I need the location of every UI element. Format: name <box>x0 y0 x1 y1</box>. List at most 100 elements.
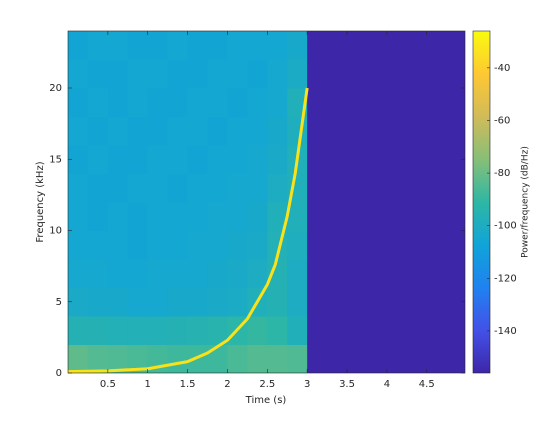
heatmap-cell <box>247 202 268 231</box>
heatmap-cell <box>68 230 89 260</box>
colorbar-tick-label: -140 <box>494 326 517 337</box>
heatmap-cell <box>327 116 348 146</box>
heatmap-cell <box>167 344 189 373</box>
heatmap-cell <box>68 145 89 174</box>
heatmap-cell <box>267 202 288 231</box>
heatmap-cell <box>227 173 248 203</box>
heatmap-cell <box>366 173 388 203</box>
x-tick-label: 4.5 <box>419 379 435 390</box>
heatmap-cell <box>446 202 465 231</box>
heatmap-cell <box>386 316 408 345</box>
heatmap-cell <box>386 116 408 146</box>
heatmap-cell <box>247 230 268 260</box>
heatmap-cell <box>247 259 268 288</box>
heatmap-cell <box>227 88 248 117</box>
heatmap-cell <box>227 116 248 146</box>
heatmap-cell <box>107 88 129 117</box>
heatmap-cell <box>187 259 209 288</box>
heatmap-cell <box>68 287 89 317</box>
heatmap-cell <box>426 202 448 231</box>
heatmap-cell <box>287 316 308 345</box>
heatmap-cell <box>327 316 348 345</box>
heatmap-cell <box>307 230 328 260</box>
heatmap-cell <box>167 31 189 60</box>
heatmap-cell <box>187 230 209 260</box>
heatmap-cell <box>347 287 368 317</box>
heatmap-cell <box>287 59 308 89</box>
heatmap-cell <box>207 116 228 146</box>
heatmap-cell <box>307 259 328 288</box>
heatmap-cell <box>167 88 189 117</box>
heatmap-cell <box>68 316 89 345</box>
heatmap-cell <box>406 116 428 146</box>
heatmap-cell <box>386 230 408 260</box>
heatmap-cell <box>347 88 368 117</box>
heatmap-cell <box>386 59 408 89</box>
heatmap-cell <box>247 344 268 373</box>
heatmap-cell <box>68 88 89 117</box>
heatmap-cell <box>227 31 248 60</box>
heatmap-cell <box>227 59 248 89</box>
heatmap-cell <box>347 230 368 260</box>
heatmap-cell <box>247 173 268 203</box>
heatmap-cell <box>347 31 368 60</box>
heatmap-cell <box>307 344 328 373</box>
heatmap-cell <box>446 287 465 317</box>
heatmap-cell <box>386 88 408 117</box>
heatmap-cell <box>147 116 169 146</box>
heatmap-cell <box>426 316 448 345</box>
heatmap-cell <box>327 88 348 117</box>
heatmap-cell <box>426 59 448 89</box>
heatmap-cell <box>327 59 348 89</box>
heatmap-cell <box>406 173 428 203</box>
heatmap-cell <box>187 116 209 146</box>
heatmap-cell <box>366 116 388 146</box>
heatmap-cell <box>406 287 428 317</box>
x-tick-label: 0.5 <box>100 379 116 390</box>
heatmap-cell <box>207 230 228 260</box>
heatmap-cell <box>446 344 465 373</box>
heatmap-cell <box>426 344 448 373</box>
heatmap-cell <box>247 316 268 345</box>
heatmap-cell <box>366 316 388 345</box>
heatmap-cell <box>87 202 109 231</box>
heatmap-cell <box>107 230 129 260</box>
heatmap-cell <box>167 173 189 203</box>
x-tick-label: 2.5 <box>259 379 275 390</box>
x-tick-label: 3 <box>304 379 310 390</box>
heatmap-cell <box>366 230 388 260</box>
heatmap-cell <box>107 173 129 203</box>
heatmap-cell <box>127 116 149 146</box>
heatmap-cell <box>327 145 348 174</box>
axes-box <box>67 30 466 374</box>
heatmap-cell <box>307 116 328 146</box>
heatmap-cell <box>287 31 308 60</box>
heatmap-cell <box>127 230 149 260</box>
heatmap-cell <box>187 31 209 60</box>
heatmap-cell <box>127 59 149 89</box>
heatmap-cell <box>187 145 209 174</box>
heatmap-cell <box>307 145 328 174</box>
heatmap-cell <box>227 145 248 174</box>
heatmap-cell <box>167 316 189 345</box>
heatmap-cell <box>426 31 448 60</box>
heatmap-cell <box>287 88 308 117</box>
heatmap-cell <box>127 287 149 317</box>
heatmap-cell <box>267 316 288 345</box>
heatmap-cell <box>406 316 428 345</box>
heatmap-cell <box>127 344 149 373</box>
heatmap-cell <box>167 202 189 231</box>
heatmap-cell <box>366 202 388 231</box>
heatmap-cell <box>107 31 129 60</box>
heatmap-cell <box>147 31 169 60</box>
heatmap-cell <box>147 59 169 89</box>
heatmap-cell <box>406 202 428 231</box>
colorbar-tick-label: -60 <box>494 115 510 126</box>
heatmap-cell <box>307 316 328 345</box>
colorbar-tick-label: -80 <box>494 168 510 179</box>
colorbar-tick-label: -120 <box>494 273 517 284</box>
heatmap-cell <box>406 31 428 60</box>
heatmap-cell <box>267 287 288 317</box>
heatmap-cell <box>386 31 408 60</box>
heatmap-cell <box>207 59 228 89</box>
